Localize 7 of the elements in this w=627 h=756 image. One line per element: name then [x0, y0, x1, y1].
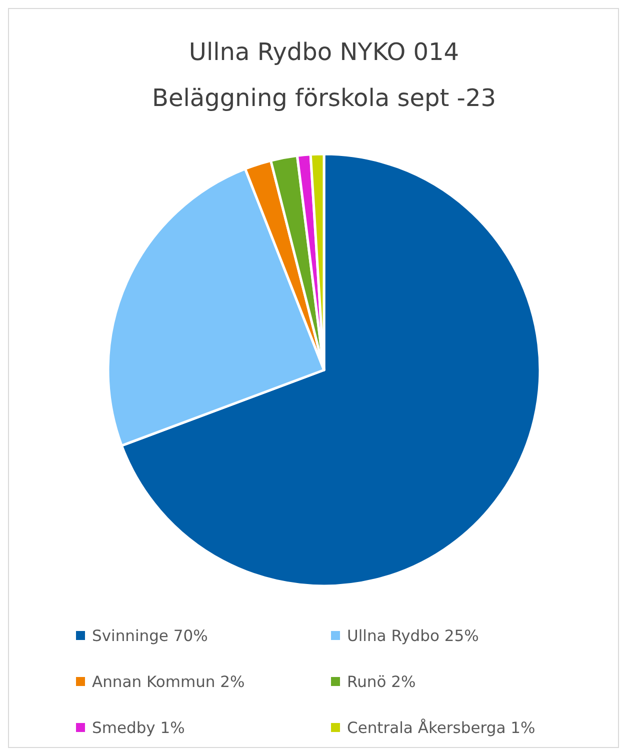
legend-label: Ullna Rydbo 25%	[347, 627, 479, 645]
legend-label: Runö 2%	[347, 673, 416, 691]
legend-label: Annan Kommun 2%	[92, 673, 245, 691]
legend-label: Smedby 1%	[92, 719, 185, 737]
chart-title: Ullna Rydbo NYKO 014 Beläggning förskola sept -23	[152, 38, 496, 112]
legend-label: Centrala Åkersberga 1%	[347, 718, 536, 737]
legend-label: Svinninge 70%	[92, 627, 208, 645]
